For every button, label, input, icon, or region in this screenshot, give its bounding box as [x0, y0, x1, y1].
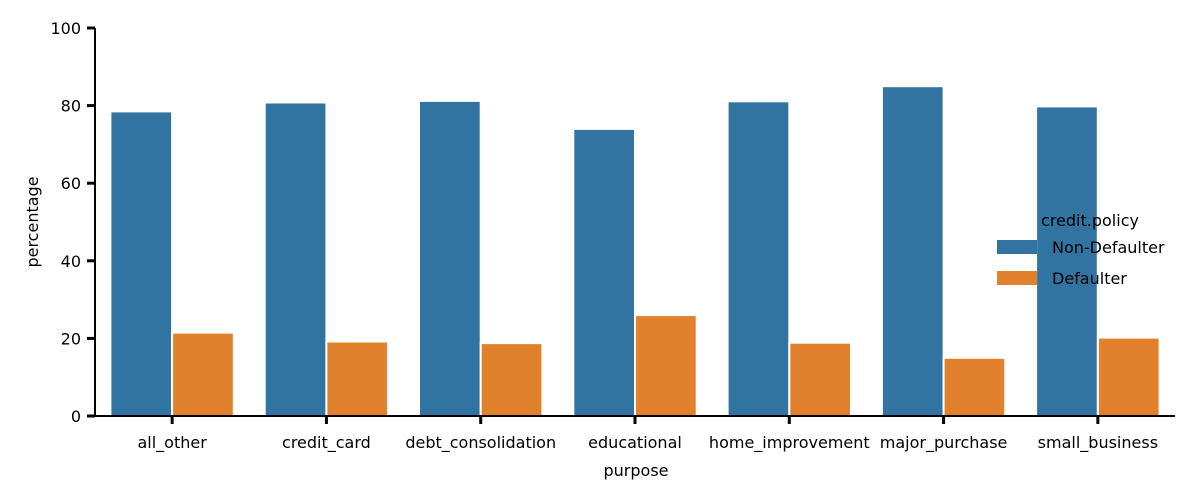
bar-non-defaulter-major-purchase [880, 85, 945, 417]
bar-defaulter-debt-consolidation [479, 342, 544, 418]
y-tick-label-100: 100 [50, 19, 81, 38]
x-tick-label-home-improvement: home_improvement [709, 433, 870, 453]
x-tick-label-credit-card: credit_card [282, 433, 371, 453]
bar-non-defaulter-small-business [1035, 105, 1099, 418]
y-tick-label-0: 0 [71, 407, 81, 426]
bar-defaulter-small-business [1096, 336, 1161, 418]
y-tick-label-20: 20 [61, 329, 81, 348]
bar-non-defaulter-educational [572, 127, 636, 417]
bar-defaulter-major-purchase [942, 356, 1007, 417]
y-tick-label-40: 40 [61, 252, 81, 271]
x-tick-label-small-business: small_business [1038, 433, 1158, 453]
legend-label-defaulter: Defaulter [1052, 269, 1127, 288]
legend-swatch-non-defaulter [997, 240, 1037, 254]
y-tick-label-80: 80 [61, 97, 81, 116]
bars-layer [109, 85, 1161, 418]
x-tick-label-major-purchase: major_purchase [880, 433, 1008, 453]
x-tick-label-all-other: all_other [137, 433, 207, 453]
axes-layer: 0 20 40 60 80 100 all_other credit_card debt_con… [50, 19, 1175, 453]
x-axis-title: purpose [604, 461, 669, 480]
bar-defaulter-all-other [171, 331, 235, 418]
y-axis-title: percentage [23, 176, 42, 267]
y-tick-label-60: 60 [61, 174, 81, 193]
bar-defaulter-home-improvement [788, 341, 852, 418]
legend-swatch-defaulter [997, 271, 1037, 285]
legend-title: credit.policy [1041, 211, 1139, 230]
bar-defaulter-educational [634, 314, 698, 418]
x-tick-label-educational: educational [588, 433, 682, 452]
legend-label-non-defaulter: Non-Defaulter [1052, 238, 1165, 257]
legend: credit.policy Non-Defaulter Defaulter [997, 211, 1165, 288]
bar-non-defaulter-home-improvement [726, 100, 791, 418]
bar-non-defaulter-debt-consolidation [418, 99, 482, 418]
bar-defaulter-credit-card [325, 340, 390, 417]
bar-non-defaulter-credit-card [263, 101, 328, 417]
x-tick-label-debt-consolidation: debt_consolidation [405, 433, 556, 453]
bar-non-defaulter-all-other [109, 110, 174, 418]
